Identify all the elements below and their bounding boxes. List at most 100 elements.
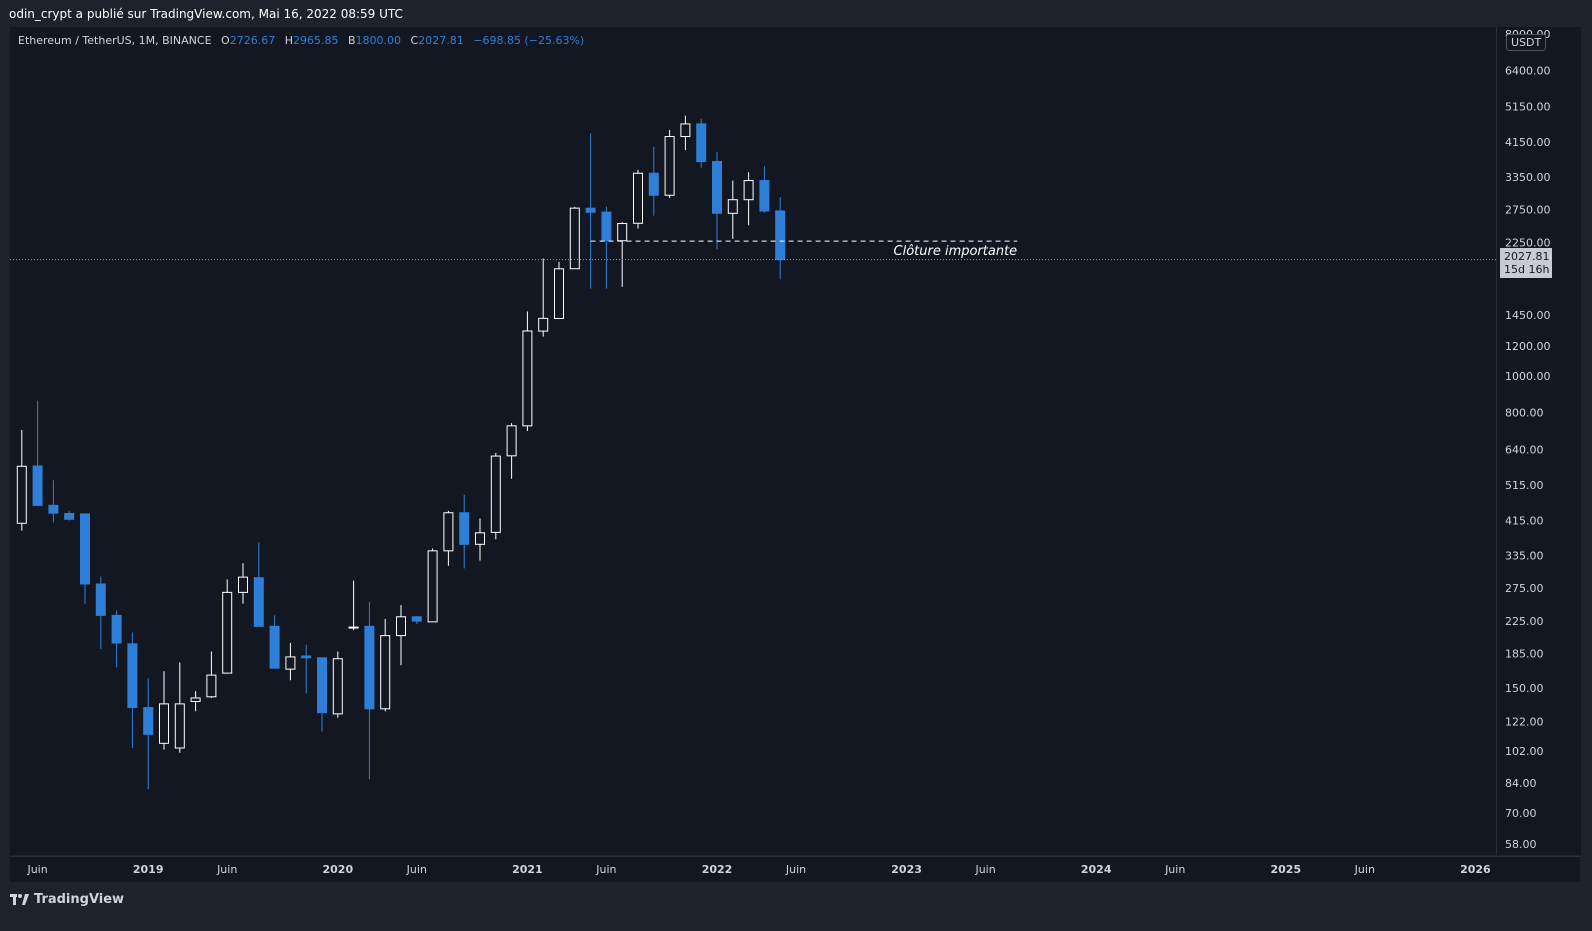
candle: [680, 115, 691, 151]
price-tick-label: 415.00: [1505, 514, 1544, 527]
candle: [301, 644, 312, 694]
candle: [32, 400, 43, 506]
candle-body: [680, 123, 691, 138]
price-tick-label: 84.00: [1505, 777, 1537, 790]
time-tick-label: Juin: [785, 863, 806, 876]
candle: [727, 180, 738, 239]
close-value: 2027.81: [418, 34, 464, 47]
candle-body: [48, 504, 59, 514]
candle-body: [238, 576, 248, 593]
candle: [743, 172, 754, 226]
candle-body: [364, 625, 375, 710]
candle: [364, 601, 375, 780]
price-tick-label: 4150.00: [1505, 136, 1551, 149]
time-axis-labels: Juin 2019 Juin 2020 Juin 2021 Juin 2022 Juin 2023…: [26, 863, 1491, 876]
candle: [143, 678, 154, 790]
candle-body: [159, 703, 169, 744]
price-tick-label: 3350.00: [1505, 171, 1551, 184]
price-tick-label: 5150.00: [1505, 100, 1551, 113]
candle-body: [585, 207, 596, 213]
price-tick-label: 275.00: [1505, 582, 1544, 595]
candle-body: [775, 210, 786, 261]
candle: [95, 576, 106, 649]
candle: [332, 651, 343, 718]
time-tick-label: 2019: [133, 863, 164, 876]
candle-body: [506, 425, 517, 457]
time-tick-label: 2025: [1270, 863, 1301, 876]
open-value: 2726.67: [229, 34, 276, 47]
price-tick-label: 225.00: [1505, 615, 1544, 628]
time-tick-label: Juin: [406, 863, 427, 876]
candle-body: [127, 643, 138, 709]
time-axis[interactable]: Juin 2019 Juin 2020 Juin 2021 Juin 2022 Juin 2023…: [10, 856, 1580, 883]
candle: [238, 563, 248, 604]
candle: [190, 691, 201, 712]
candle-body: [475, 532, 485, 545]
price-tick-label: 58.00: [1505, 838, 1537, 851]
candle-body: [253, 577, 264, 627]
price-tick-label: 1000.00: [1505, 370, 1551, 383]
candle-body: [538, 317, 549, 332]
price-axis[interactable]: 58.00 70.00 84.00 102.00 122.00 150.00 185.00 2…: [1496, 27, 1581, 855]
high-value: 2965.85: [293, 34, 339, 47]
candle: [317, 657, 327, 732]
candle-body: [554, 268, 564, 319]
candle-body: [633, 172, 643, 224]
candle-body: [190, 697, 201, 702]
candle-body: [80, 513, 90, 585]
candle: [396, 605, 406, 666]
candle: [506, 423, 517, 479]
candle-body: [64, 512, 75, 520]
price-tick-label: 800.00: [1505, 407, 1544, 420]
candle-body: [712, 161, 722, 214]
candle: [16, 429, 27, 531]
candle: [490, 452, 501, 540]
candle: [222, 579, 233, 674]
candle: [206, 651, 217, 698]
candle: [522, 311, 533, 432]
time-tick-label: Juin: [974, 863, 995, 876]
footer-bar: TradingView: [0, 882, 1592, 931]
last-price-label: 2027.81 15d 16h: [1500, 248, 1552, 278]
tradingview-logo[interactable]: TradingView: [10, 892, 124, 907]
candle-body: [522, 330, 533, 427]
candle: [538, 258, 549, 337]
candle-body: [601, 211, 612, 242]
price-tick-label: 1200.00: [1505, 340, 1551, 353]
time-tick-label: Juin: [26, 863, 47, 876]
candle: [127, 632, 138, 748]
candle-body: [490, 455, 501, 533]
candle: [554, 261, 564, 319]
price-tick-label: 102.00: [1505, 745, 1544, 758]
candle: [601, 206, 612, 289]
candle-body: [727, 199, 738, 214]
price-tick-label: 122.00: [1505, 716, 1544, 729]
time-tick-label: Juin: [595, 863, 616, 876]
candle: [617, 221, 628, 287]
candle-body: [32, 465, 43, 506]
candle-body: [285, 656, 296, 670]
candle: [111, 610, 122, 668]
time-tick-label: 2024: [1081, 863, 1112, 876]
candle-body: [569, 207, 580, 270]
currency-badge[interactable]: USDT: [1506, 34, 1547, 51]
high-key: H: [284, 34, 293, 47]
candle: [633, 169, 643, 229]
chart-area[interactable]: Clôture importante Ethereum / TetherUS, …: [10, 27, 1496, 855]
time-tick-label: Juin: [1354, 863, 1375, 876]
candle: [775, 197, 786, 280]
candlestick-chart[interactable]: Clôture importante: [10, 27, 1496, 855]
low-value: 1800.00: [355, 34, 402, 47]
candle: [269, 615, 280, 669]
candle-body: [427, 550, 438, 623]
time-tick-label: 2021: [512, 863, 543, 876]
candle-body: [332, 658, 343, 715]
price-tick-label: 6400.00: [1505, 65, 1551, 78]
open-key: O: [221, 34, 230, 47]
price-tick-label: 335.00: [1505, 550, 1544, 563]
price-tick-label: 1450.00: [1505, 309, 1551, 322]
candle-body: [269, 625, 280, 669]
candle-body: [759, 180, 770, 212]
last-price-value: 2027.81: [1504, 250, 1550, 263]
symbol-name[interactable]: Ethereum / TetherUS, 1M, BINANCE: [18, 34, 212, 47]
